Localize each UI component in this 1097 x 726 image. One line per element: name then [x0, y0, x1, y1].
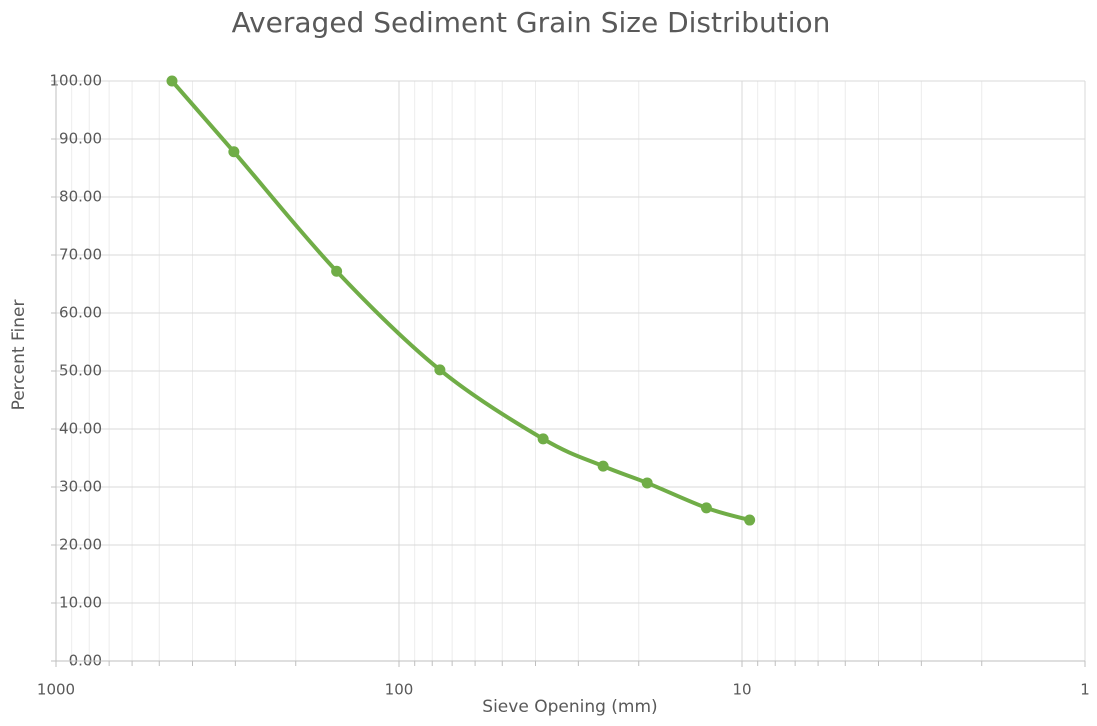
chart-title: Averaged Sediment Grain Size Distributio… [232, 6, 831, 39]
y-axis-title: Percent Finer [9, 300, 29, 411]
point [228, 146, 240, 158]
point [700, 502, 712, 514]
y-tick-label: 100.00 [50, 72, 103, 90]
x-tick-label: 1 [1080, 681, 1090, 699]
y-tick-label: 70.00 [59, 246, 102, 264]
point [641, 477, 653, 489]
point [331, 265, 343, 277]
line [169, 79, 752, 523]
y-tick-label: 30.00 [59, 478, 102, 496]
x-tick-label: 100 [385, 681, 414, 699]
point [744, 514, 756, 526]
y-tick-label: 10.00 [59, 594, 102, 612]
x-tick-label: 10 [732, 681, 751, 699]
y-tick-label: 90.00 [59, 130, 102, 148]
point [537, 433, 549, 445]
x-tick-label: 1000 [37, 681, 75, 699]
y-tick-label: 40.00 [59, 420, 102, 438]
point [166, 75, 178, 87]
point [597, 460, 609, 472]
x-axis-title: Sieve Opening (mm) [482, 697, 657, 717]
y-tick-label: 80.00 [59, 188, 102, 206]
y-tick-label: 50.00 [59, 362, 102, 380]
y-tick-label: 60.00 [59, 304, 102, 322]
point [434, 364, 446, 376]
y-tick-label: 20.00 [59, 536, 102, 554]
